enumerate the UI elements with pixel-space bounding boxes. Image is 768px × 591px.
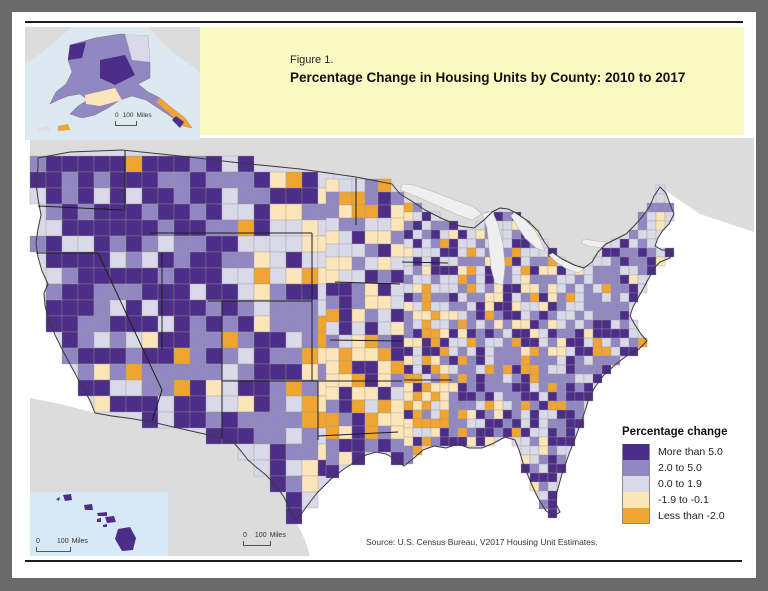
scale-zero-label: 0 — [243, 532, 247, 539]
figure-number-label: Figure 1. — [290, 54, 334, 66]
scale-bracket — [243, 541, 271, 546]
scale-unit-label: Miles — [136, 112, 152, 119]
legend-row: Less than -2.0 — [622, 508, 752, 524]
hawaii-inset-scale-bar: 0 100 Miles — [36, 538, 88, 552]
legend-row: -1.9 to -0.1 — [622, 492, 752, 508]
source-citation: Source: U.S. Census Bureau, V2017 Housin… — [366, 537, 598, 547]
scale-bracket — [36, 547, 71, 552]
scale-hundred-label: 100 — [56, 538, 69, 545]
legend-swatch-2-to-5 — [622, 460, 650, 476]
legend-label: 0.0 to 1.9 — [658, 478, 702, 490]
figure-title: Percentage Change in Housing Units by Co… — [290, 70, 686, 85]
scale-unit-label: Miles — [269, 532, 286, 539]
legend-swatch-less-than-neg2 — [622, 508, 650, 524]
bottom-rule — [25, 560, 742, 562]
scale-zero-label: 0 — [115, 112, 119, 119]
scale-hundred-label: 100 — [254, 532, 267, 539]
legend-swatch-0-to-1-9 — [622, 476, 650, 492]
legend-label: -1.9 to -0.1 — [658, 494, 709, 506]
legend-swatch-more-than-5 — [622, 444, 650, 460]
alaska-inset-scale-bar: 0 100 Miles — [115, 112, 152, 126]
legend-row: More than 5.0 — [622, 444, 752, 460]
legend-label: 2.0 to 5.0 — [658, 462, 702, 474]
main-map-scale-bar: 0 100 Miles — [243, 532, 286, 546]
scale-hundred-label: 100 — [122, 112, 134, 119]
scale-bracket — [115, 121, 137, 126]
map-legend: Percentage change More than 5.0 2.0 to 5… — [622, 426, 752, 524]
legend-title: Percentage change — [622, 426, 728, 438]
legend-row: 2.0 to 5.0 — [622, 460, 752, 476]
top-rule — [25, 21, 743, 23]
legend-label: Less than -2.0 — [658, 510, 725, 522]
legend-label: More than 5.0 — [658, 446, 723, 458]
scale-unit-label: Miles — [71, 538, 88, 545]
legend-row: 0.0 to 1.9 — [622, 476, 752, 492]
figure-title-band: Figure 1. Percentage Change in Housing U… — [200, 27, 744, 135]
legend-swatch-neg1-9-to-neg0-1 — [622, 492, 650, 508]
scale-zero-label: 0 — [36, 538, 40, 545]
